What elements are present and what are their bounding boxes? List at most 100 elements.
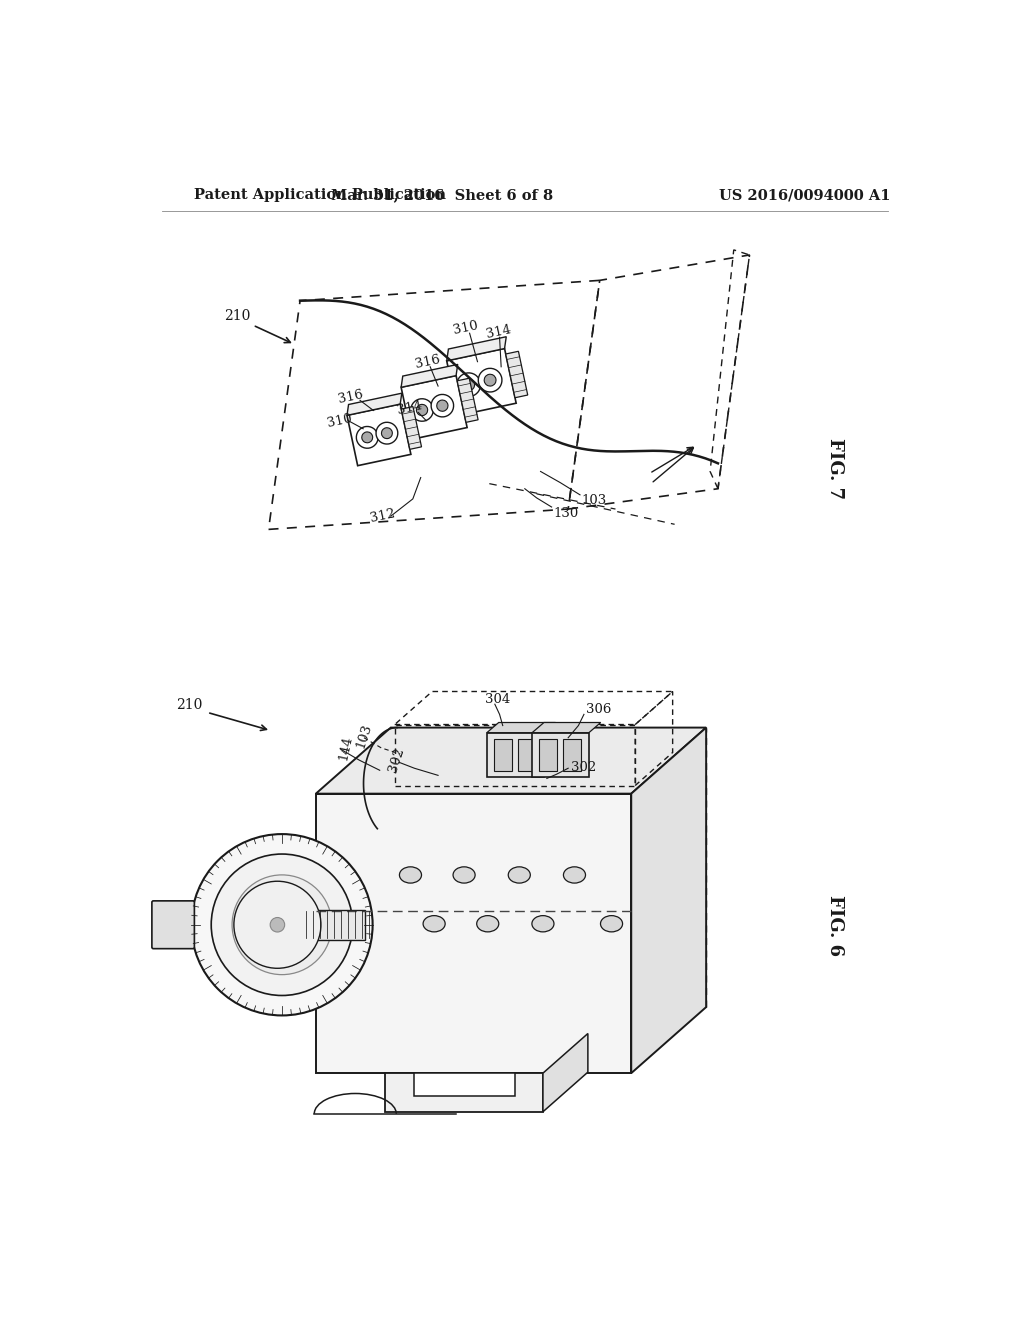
Polygon shape [631, 727, 707, 1073]
Text: 314: 314 [485, 323, 513, 341]
Line: 2 pts: 2 pts [463, 407, 475, 409]
Line: 2 pts: 2 pts [409, 442, 421, 445]
Circle shape [233, 882, 321, 969]
Line: 2 pts: 2 pts [462, 399, 474, 401]
Circle shape [411, 399, 433, 421]
Line: 2 pts: 2 pts [465, 414, 477, 417]
Bar [532, 733, 589, 777]
Text: 130: 130 [553, 507, 579, 520]
Bar [486, 733, 544, 777]
Point [412, 412, 424, 428]
Text: Patent Application Publication: Patent Application Publication [194, 189, 445, 202]
Text: 310: 310 [453, 319, 479, 337]
Text: US 2016/0094000 A1: US 2016/0094000 A1 [719, 189, 891, 202]
Polygon shape [543, 1034, 588, 1111]
Bar [494, 739, 512, 771]
Text: 302: 302 [570, 760, 596, 774]
Circle shape [279, 921, 286, 928]
Line: 2 pts: 2 pts [507, 356, 519, 359]
Point [468, 416, 480, 432]
Point [518, 391, 530, 407]
Line: 2 pts: 2 pts [402, 412, 414, 414]
Ellipse shape [508, 867, 530, 883]
Ellipse shape [563, 867, 586, 883]
Polygon shape [486, 722, 555, 733]
Circle shape [463, 379, 474, 391]
Point [400, 434, 413, 450]
Polygon shape [401, 364, 458, 387]
Circle shape [457, 372, 480, 396]
Text: 103: 103 [353, 722, 374, 750]
Line: 2 pts: 2 pts [459, 383, 470, 385]
Text: FIG. 6: FIG. 6 [826, 895, 844, 957]
FancyBboxPatch shape [152, 900, 195, 949]
Point [456, 400, 468, 416]
Circle shape [431, 395, 454, 417]
Text: 312: 312 [369, 507, 396, 525]
Text: 314: 314 [396, 400, 424, 417]
Ellipse shape [399, 867, 422, 883]
Text: 210: 210 [224, 309, 250, 323]
Text: 304: 304 [485, 693, 511, 706]
Point [400, 426, 413, 442]
Circle shape [270, 917, 285, 932]
Circle shape [484, 375, 496, 385]
Point [518, 383, 530, 399]
Point [412, 426, 424, 442]
Line: 2 pts: 2 pts [403, 420, 416, 421]
Polygon shape [532, 722, 601, 733]
Text: 316: 316 [415, 352, 442, 371]
Circle shape [376, 422, 397, 444]
Point [505, 374, 517, 389]
Polygon shape [446, 337, 506, 360]
Point [505, 358, 517, 374]
Text: 310: 310 [326, 412, 353, 429]
Point [518, 374, 530, 389]
Circle shape [356, 426, 378, 449]
Circle shape [191, 834, 373, 1015]
Text: 210: 210 [176, 698, 203, 713]
Bar [401, 376, 467, 440]
Text: FIG. 7: FIG. 7 [826, 438, 844, 499]
Polygon shape [347, 393, 401, 416]
Circle shape [437, 400, 447, 412]
Text: 302: 302 [387, 746, 407, 774]
Text: Mar. 31, 2016  Sheet 6 of 8: Mar. 31, 2016 Sheet 6 of 8 [331, 189, 553, 202]
Polygon shape [315, 793, 631, 1073]
Bar [309, 909, 366, 940]
Point [505, 391, 517, 407]
Point [400, 412, 413, 428]
Line: 2 pts: 2 pts [512, 381, 525, 384]
Bar [394, 725, 635, 785]
Circle shape [211, 854, 352, 995]
Ellipse shape [423, 916, 445, 932]
Text: 103: 103 [582, 495, 607, 507]
Point [518, 366, 530, 381]
Bar [457, 379, 478, 422]
Line: 2 pts: 2 pts [460, 391, 472, 393]
Ellipse shape [600, 916, 623, 932]
Ellipse shape [453, 867, 475, 883]
Circle shape [417, 404, 428, 416]
Text: 306: 306 [587, 702, 611, 715]
Point [456, 408, 468, 424]
Point [456, 416, 468, 432]
Line: 2 pts: 2 pts [406, 426, 417, 429]
Point [456, 392, 468, 408]
Bar [414, 1073, 514, 1096]
Circle shape [232, 875, 332, 974]
Ellipse shape [531, 916, 554, 932]
Point [412, 442, 424, 458]
Bar [347, 404, 411, 466]
Polygon shape [315, 727, 707, 793]
Text: 144: 144 [337, 734, 355, 762]
Point [468, 392, 480, 408]
Point [400, 442, 413, 458]
Circle shape [478, 368, 502, 392]
Point [456, 384, 468, 400]
Point [400, 420, 413, 436]
Point [468, 408, 480, 424]
Bar [517, 739, 536, 771]
Bar [506, 351, 527, 397]
Point [505, 383, 517, 399]
